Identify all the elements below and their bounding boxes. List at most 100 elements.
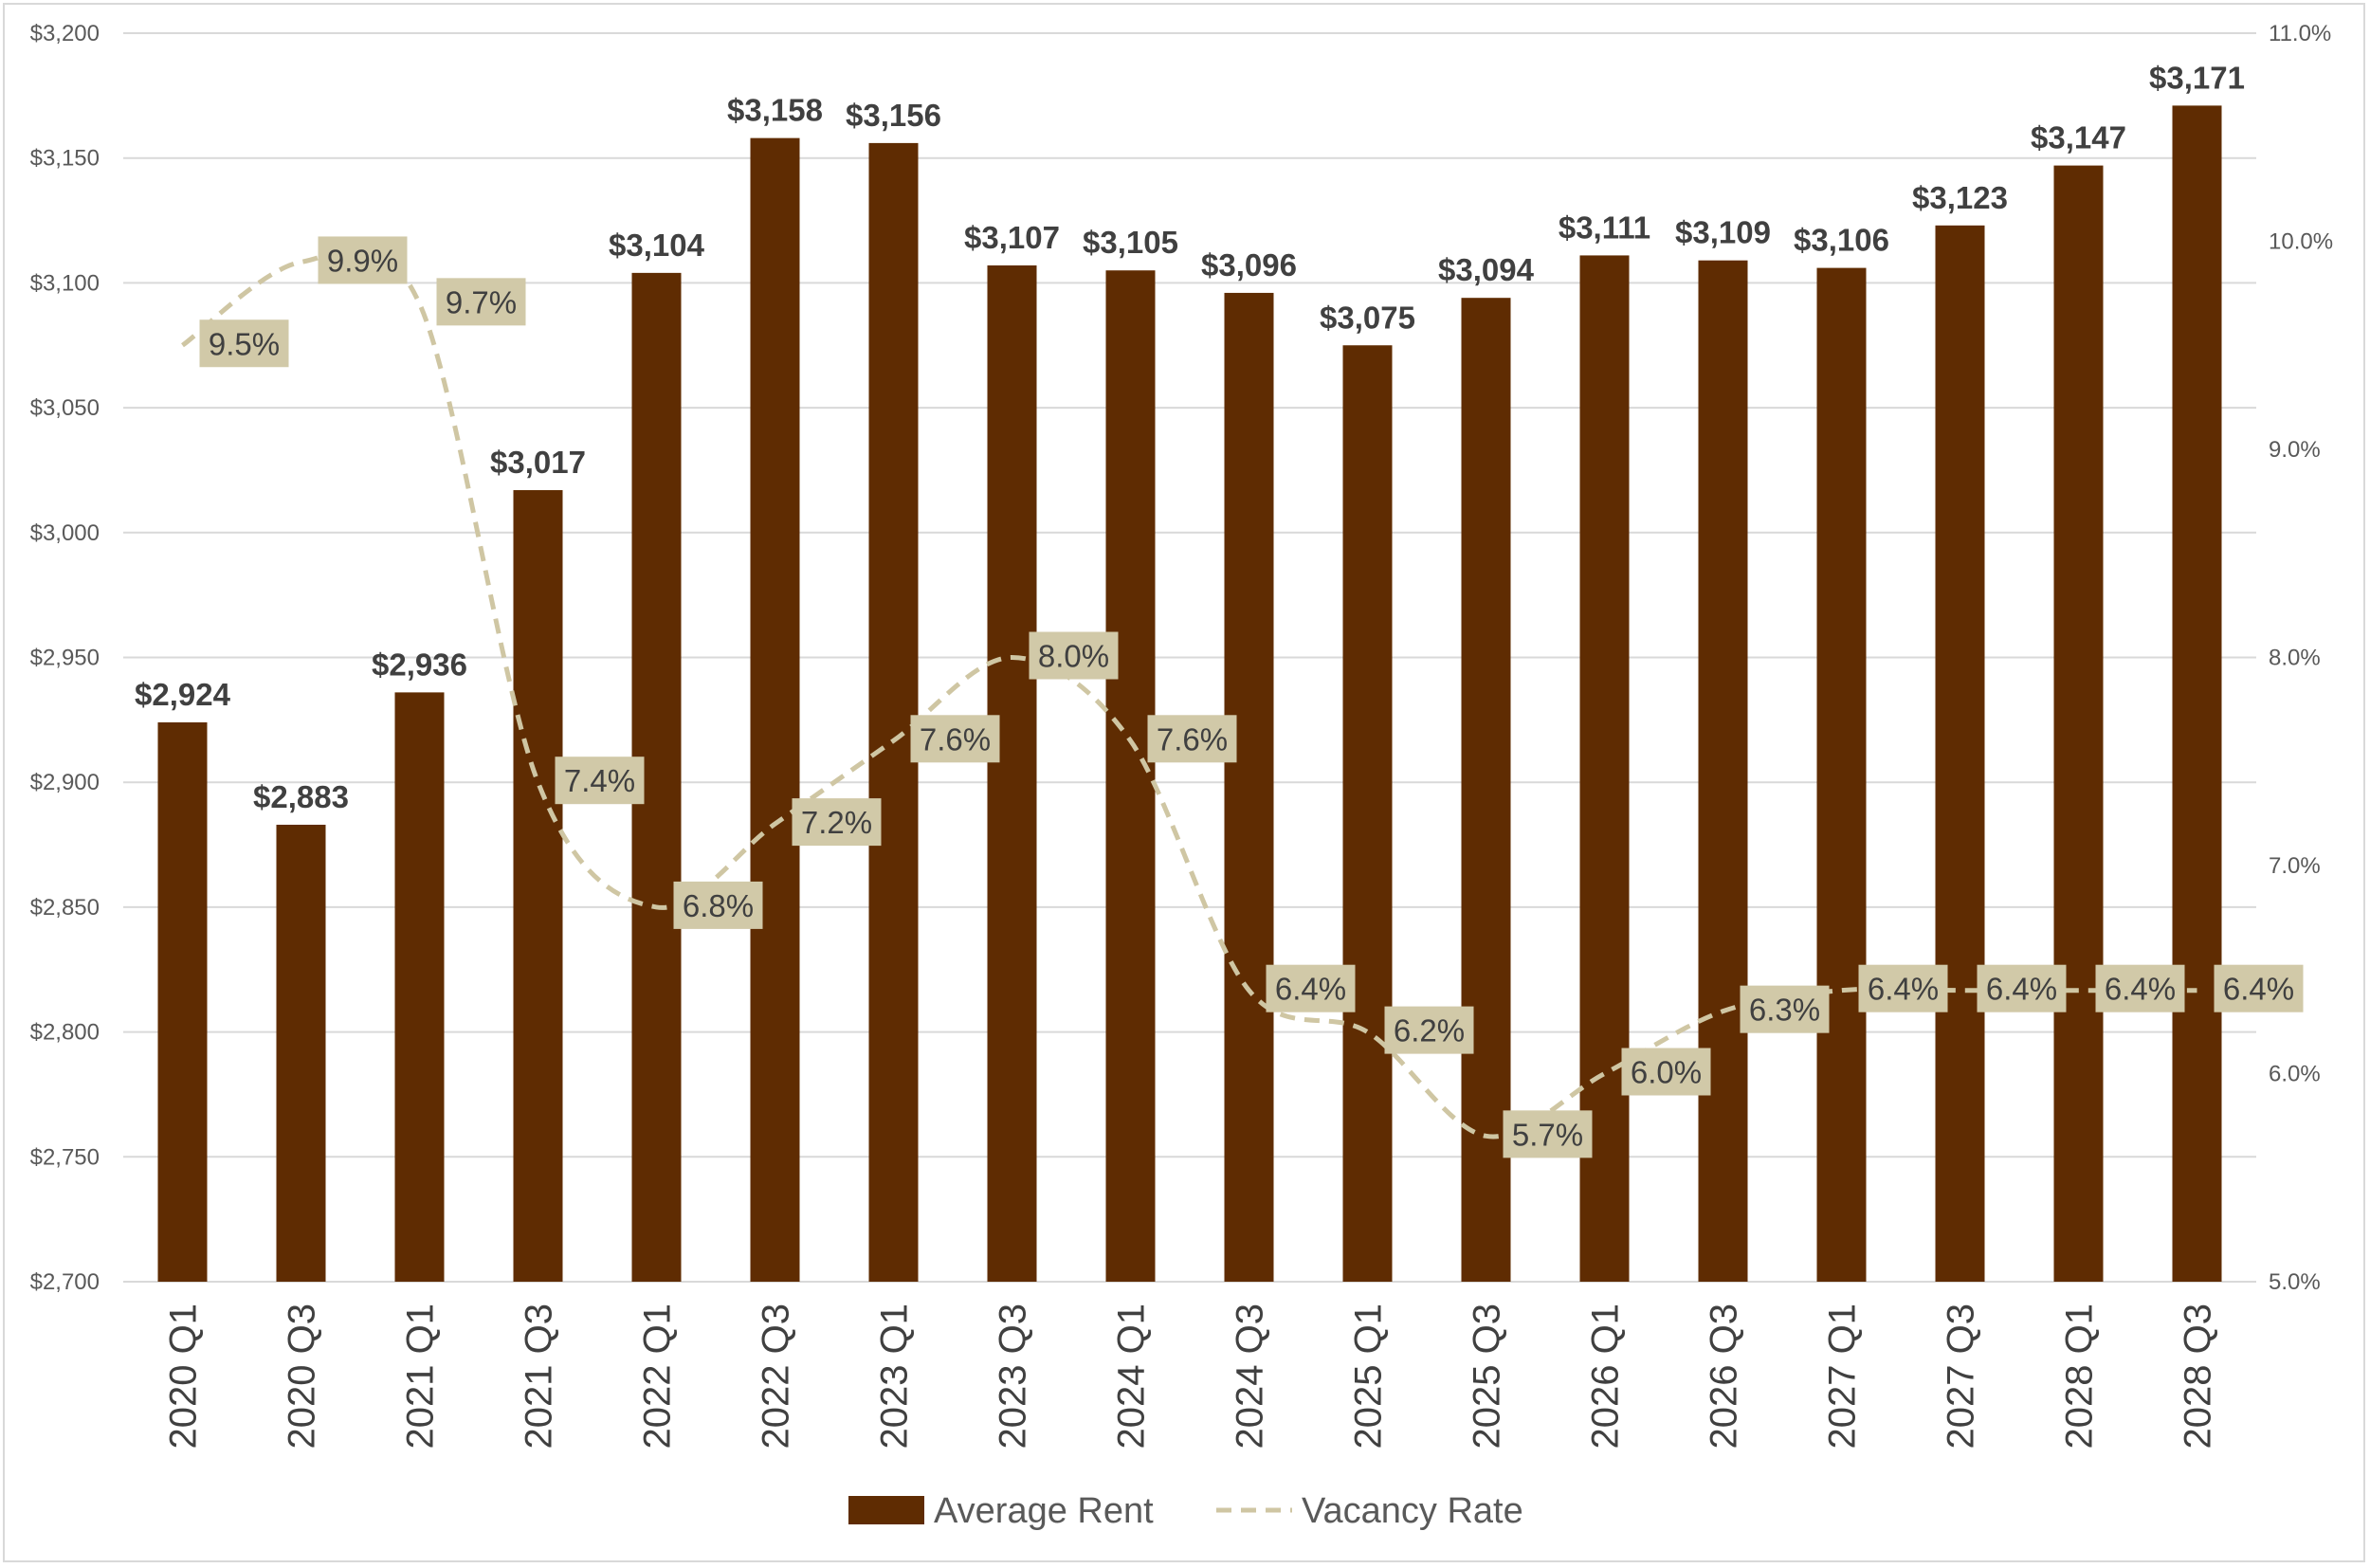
bar-data-label: $3,106 xyxy=(1794,223,1889,258)
x-tick-label: 2020 Q1 xyxy=(163,1304,205,1449)
bar xyxy=(1935,225,1985,1282)
left-tick-label: $2,700 xyxy=(30,1269,100,1295)
bar xyxy=(157,721,208,1282)
right-tick-label: 6.0% xyxy=(2269,1062,2321,1087)
vacancy-label-box xyxy=(199,319,289,368)
vacancy-data-label: 9.9% xyxy=(318,236,408,284)
x-tick-label: 2027 Q1 xyxy=(1822,1304,1864,1449)
vacancy-label-box xyxy=(1740,985,1830,1033)
bar xyxy=(1105,270,1156,1283)
vacancy-label-box xyxy=(1503,1110,1593,1158)
vacancy-label-box xyxy=(792,798,882,847)
bar xyxy=(513,490,563,1282)
bar-data-label: $3,123 xyxy=(1912,180,2008,215)
vacancy-label-text: 6.4% xyxy=(1868,972,1939,1007)
x-tick-label: 2021 Q3 xyxy=(519,1304,560,1449)
x-tick-label: 2028 Q1 xyxy=(2059,1304,2101,1449)
vacancy-label-text: 7.6% xyxy=(920,721,991,757)
right-tick-label: 8.0% xyxy=(2269,646,2321,671)
left-tick-label: $3,000 xyxy=(30,520,100,546)
legend-average-rent-label: Average Rent xyxy=(934,1491,1154,1531)
bar-data-label: $2,936 xyxy=(372,647,467,682)
bar-data-label: $3,017 xyxy=(490,445,586,480)
vacancy-data-label: 9.7% xyxy=(436,278,526,326)
x-tick-label: 2026 Q1 xyxy=(1585,1304,1627,1449)
vacancy-label-text: 6.8% xyxy=(683,888,754,923)
vacancy-label-box xyxy=(1977,964,2067,1012)
bar xyxy=(750,137,800,1282)
bar-data-label: $2,924 xyxy=(135,677,231,712)
bar-data-label: $3,105 xyxy=(1083,225,1178,260)
vacancy-label-box xyxy=(436,278,526,326)
bar xyxy=(987,264,1037,1282)
vacancy-data-label: 9.5% xyxy=(199,319,289,368)
vacancy-label-text: 6.4% xyxy=(2105,972,2176,1007)
vacancy-label-text: 9.9% xyxy=(327,243,398,278)
vacancy-label-box xyxy=(673,881,763,929)
vacancy-label-box xyxy=(2214,964,2304,1012)
bar-data-label: $3,158 xyxy=(727,93,823,128)
vacancy-data-label: 7.6% xyxy=(910,715,1000,763)
left-tick-label: $3,200 xyxy=(30,21,100,46)
vacancy-data-label: 6.0% xyxy=(1621,1048,1711,1096)
vacancy-label-text: 6.4% xyxy=(2223,972,2294,1007)
bar xyxy=(1816,267,1867,1283)
x-tick-label: 2023 Q1 xyxy=(874,1304,916,1449)
vacancy-data-label: 6.4% xyxy=(2095,964,2185,1012)
vacancy-label-text: 6.3% xyxy=(1749,993,1820,1028)
vacancy-label-text: 7.6% xyxy=(1157,721,1228,757)
bar-data-label: $3,075 xyxy=(1320,300,1415,335)
vacancy-data-label: 6.4% xyxy=(1858,964,1948,1012)
bar xyxy=(1224,292,1274,1282)
bar-data-label: $3,171 xyxy=(2149,60,2245,95)
average-rent-bars xyxy=(157,105,2222,1283)
right-tick-label: 5.0% xyxy=(2269,1269,2321,1295)
vacancy-label-text: 7.2% xyxy=(801,805,872,840)
left-tick-label: $2,850 xyxy=(30,895,100,921)
vacancy-data-label: 7.2% xyxy=(792,798,882,847)
vacancy-label-box xyxy=(910,715,1000,763)
vacancy-data-label: 7.6% xyxy=(1147,715,1237,763)
bar-data-label: $3,147 xyxy=(2031,120,2126,155)
x-tick-label: 2027 Q3 xyxy=(1941,1304,1982,1449)
vacancy-data-label: 6.8% xyxy=(673,881,763,929)
vacancy-label-box xyxy=(555,757,645,805)
left-tick-label: $2,900 xyxy=(30,770,100,795)
x-tick-label: 2025 Q3 xyxy=(1467,1304,1508,1449)
bar-data-label: $3,111 xyxy=(1559,210,1650,245)
vacancy-rate-data-labels: 9.5% 9.9% 9.7% 7.4% 6.8% 7.2% 7.6% 8.0% 7.6% 6.4%… xyxy=(199,236,2304,1158)
vacancy-label-text: 6.2% xyxy=(1394,1013,1465,1048)
left-tick-label: $3,050 xyxy=(30,395,100,421)
vacancy-label-box xyxy=(1858,964,1948,1012)
x-tick-label: 2023 Q3 xyxy=(993,1304,1034,1449)
vacancy-label-text: 6.4% xyxy=(1986,972,2057,1007)
x-tick-label: 2021 Q1 xyxy=(400,1304,442,1449)
left-y-axis: $2,700 $2,750 $2,800 $2,850 $2,900 $2,950 $3,0… xyxy=(30,21,100,1295)
vacancy-label-box xyxy=(318,236,408,284)
bar xyxy=(276,824,326,1282)
bar xyxy=(2172,105,2222,1283)
vacancy-label-text: 5.7% xyxy=(1512,1117,1583,1152)
left-tick-label: $2,750 xyxy=(30,1144,100,1170)
average-rent-data-labels: $2,924 $2,883 $2,936 $3,017 $3,104 $3,158 $3,1… xyxy=(135,60,2245,814)
vacancy-label-text: 9.5% xyxy=(209,326,280,361)
x-tick-label: 2022 Q3 xyxy=(756,1304,797,1449)
x-tick-label: 2022 Q1 xyxy=(637,1304,679,1449)
vacancy-data-label: 5.7% xyxy=(1503,1110,1593,1158)
bar xyxy=(868,142,919,1282)
vacancy-label-box xyxy=(1266,964,1356,1012)
vacancy-data-label: 8.0% xyxy=(1029,631,1119,680)
right-tick-label: 9.0% xyxy=(2269,437,2321,463)
bar xyxy=(1698,260,1748,1283)
left-tick-label: $3,150 xyxy=(30,146,100,172)
bar-data-label: $3,109 xyxy=(1675,215,1771,250)
x-tick-label: 2024 Q3 xyxy=(1230,1304,1271,1449)
bar xyxy=(394,692,445,1282)
x-axis: 2020 Q1 2020 Q3 2021 Q1 2021 Q3 2022 Q1 2022 … xyxy=(163,1304,2219,1449)
bar xyxy=(2053,165,2104,1282)
vacancy-label-text: 9.7% xyxy=(446,284,517,319)
legend: Average Rent Vacancy Rate xyxy=(848,1491,1523,1531)
vacancy-data-label: 6.4% xyxy=(1977,964,2067,1012)
bar-data-label: $3,094 xyxy=(1438,252,1535,287)
